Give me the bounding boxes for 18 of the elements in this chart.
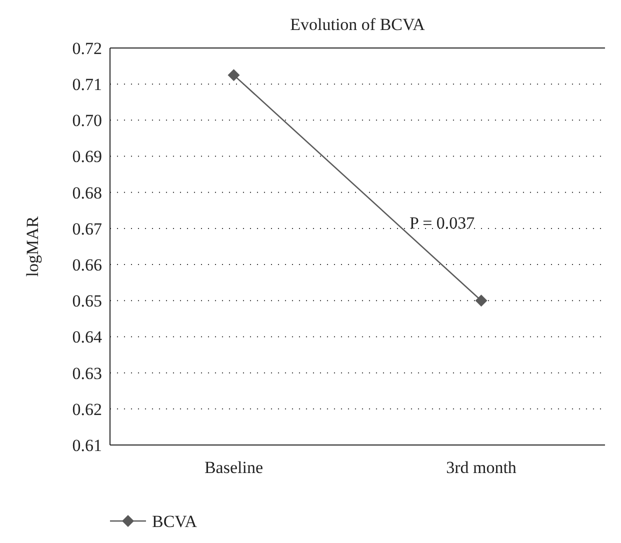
y-tick-label: 0.66	[72, 255, 102, 274]
y-tick-label: 0.70	[72, 111, 102, 130]
y-tick-label: 0.64	[72, 328, 102, 347]
y-tick-label: 0.71	[72, 75, 102, 94]
annotation: P = 0.037	[410, 214, 476, 233]
y-tick-label: 0.67	[72, 219, 102, 238]
y-tick-label: 0.68	[72, 183, 102, 202]
x-tick-label: 3rd month	[446, 458, 517, 477]
legend-label: BCVA	[152, 512, 198, 531]
chart-title: Evolution of BCVA	[290, 15, 426, 34]
y-tick-label: 0.72	[72, 38, 102, 58]
x-tick-label: Baseline	[204, 458, 264, 477]
y-tick-label: 0.65	[72, 292, 102, 311]
y-tick-label: 0.63	[72, 364, 102, 383]
y-tick-label: 0.61	[72, 436, 102, 455]
y-tick-label: 0.62	[72, 400, 102, 419]
y-axis-title: logMAR	[23, 216, 42, 277]
y-tick-label: 0.69	[72, 147, 102, 166]
